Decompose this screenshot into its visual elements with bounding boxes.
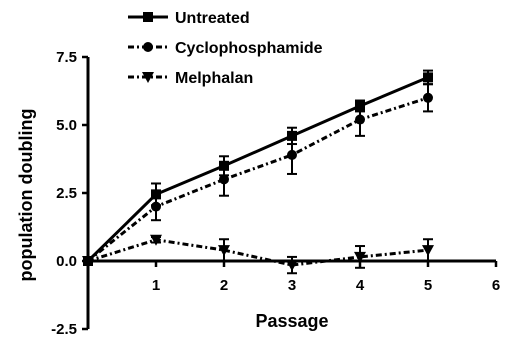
- legend-label: Melphalan: [175, 70, 253, 87]
- x-tick-label: 6: [492, 277, 500, 294]
- series-melphalan: [82, 234, 434, 275]
- series-cyclophosphamide: [83, 83, 433, 266]
- legend-label: Cyclophosphamide: [175, 40, 323, 57]
- series-line: [86, 76, 429, 263]
- data-point: [423, 72, 433, 83]
- legend-item: Untreated: [128, 10, 250, 27]
- series-line: [87, 96, 429, 263]
- x-tick-label: 2: [220, 277, 228, 294]
- data-point: [354, 251, 366, 263]
- legend-item: Melphalan: [128, 70, 253, 87]
- axes: -2.5 0.0 2.5 5.0 7.5 1 2 3 4 5 6: [51, 49, 500, 338]
- y-tick-label: -2.5: [51, 321, 77, 338]
- x-tick-label: 5: [424, 277, 432, 294]
- data-point: [287, 149, 297, 160]
- data-point: [151, 201, 161, 212]
- y-axis-title: population doubling: [16, 109, 36, 282]
- legend-swatch-marker: [143, 42, 153, 52]
- series-layer: [82, 69, 434, 275]
- legend: Untreated Cyclophosphamide Melphalan: [128, 10, 323, 87]
- x-tick-label: 3: [288, 277, 296, 294]
- data-point: [82, 256, 94, 267]
- x-tick-label: 1: [152, 277, 160, 294]
- series-line: [87, 238, 429, 267]
- y-tick-label: 7.5: [56, 49, 77, 66]
- x-axis-title: Passage: [255, 311, 328, 331]
- y-tick-label: 2.5: [56, 185, 77, 202]
- data-point: [422, 245, 434, 257]
- data-point: [286, 260, 298, 272]
- data-point: [218, 245, 230, 257]
- legend-swatch-marker: [143, 12, 153, 22]
- data-point: [355, 114, 365, 125]
- legend-item: Cyclophosphamide: [128, 40, 323, 57]
- data-point: [150, 234, 162, 246]
- data-point: [219, 174, 229, 185]
- legend-label: Untreated: [175, 10, 250, 27]
- y-tick-label: 0.0: [56, 253, 77, 270]
- x-tick-label: 4: [356, 277, 365, 294]
- y-tick-label: 5.0: [56, 117, 77, 134]
- data-point: [423, 92, 433, 103]
- legend-swatch-marker: [142, 72, 154, 83]
